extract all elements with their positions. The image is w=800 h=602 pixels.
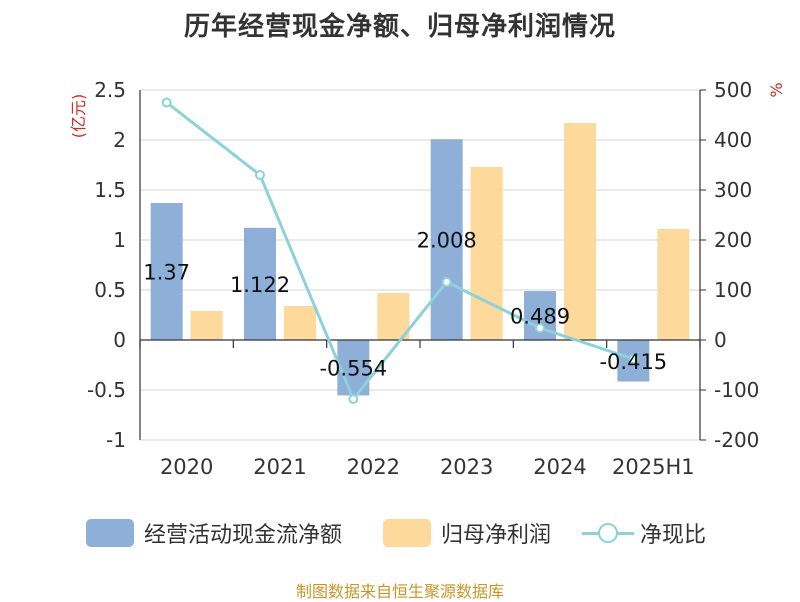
legend-label-ratio: 净现比 xyxy=(640,523,707,548)
data-label-cash-flow: 0.489 xyxy=(510,305,570,329)
x-tick-label: 2023 xyxy=(440,455,493,479)
left-tick-label: 1 xyxy=(113,228,126,252)
legend-swatch-ratio xyxy=(582,519,634,547)
source-note: 制图数据来自恒生聚源数据库 xyxy=(295,582,504,601)
x-tick-label: 2025H1 xyxy=(612,455,695,479)
right-tick-label: 300 xyxy=(714,178,752,202)
right-tick-label: -200 xyxy=(714,428,759,452)
right-axis-unit: % xyxy=(767,82,786,97)
left-tick-label: 2 xyxy=(113,128,126,152)
ratio-point xyxy=(441,277,452,287)
legend: 经营活动现金流净额 归母净利润 净现比 xyxy=(0,517,800,553)
bar-net-profit xyxy=(470,167,503,340)
right-tick-label: -100 xyxy=(714,378,759,402)
ratio-point xyxy=(535,323,545,333)
right-tick-label: 100 xyxy=(714,278,752,302)
bars xyxy=(150,123,690,396)
axes: -1 -0.5 0 0.5 1 1.5 2 2.5 -200 -100 0 100 200 300 400 5… xyxy=(69,78,786,479)
x-tick-label: 2020 xyxy=(160,455,213,479)
legend-item-ratio[interactable]: 净现比 xyxy=(582,517,706,549)
legend-label-cash-flow: 经营活动现金流净额 xyxy=(144,523,343,548)
data-label-cash-flow: 2.008 xyxy=(417,229,477,253)
bar-cash-flow xyxy=(244,227,276,340)
bar-cash-flow xyxy=(150,203,183,340)
right-tick-label: 0 xyxy=(714,328,727,352)
bar-net-profit xyxy=(190,311,223,340)
bar-cash-flow xyxy=(430,139,463,340)
left-axis-unit: (亿元) xyxy=(69,94,88,139)
left-tick-label: -1 xyxy=(106,428,126,452)
data-label-cash-flow: 1.37 xyxy=(143,261,190,285)
x-tick-label: 2021 xyxy=(253,455,306,479)
legend-swatch-net-profit xyxy=(383,519,431,547)
data-label-cash-flow: -0.554 xyxy=(319,357,387,381)
left-tick-label: 0.5 xyxy=(94,278,126,302)
bar-net-profit xyxy=(564,123,596,340)
bar-net-profit xyxy=(377,293,410,340)
left-tick-label: -0.5 xyxy=(87,378,126,402)
x-tick-label: 2022 xyxy=(347,455,400,479)
legend-item-cash-flow[interactable]: 经营活动现金流净额 xyxy=(86,517,342,549)
left-tick-label: 2.5 xyxy=(94,78,126,102)
legend-label-net-profit: 归母净利润 xyxy=(441,523,552,548)
legend-item-net-profit[interactable]: 归母净利润 xyxy=(383,517,551,549)
data-labels: 1.37 1.122 -0.554 2.008 0.489 -0.415 xyxy=(143,229,667,381)
left-tick-label: 1.5 xyxy=(94,178,126,202)
left-tick-label: 0 xyxy=(113,328,126,352)
ratio-point xyxy=(161,97,172,108)
data-label-cash-flow: -0.415 xyxy=(599,350,667,374)
ratio-point xyxy=(628,354,639,364)
grid-lines xyxy=(140,89,700,441)
x-tick-label: 2024 xyxy=(533,455,586,479)
ratio-point xyxy=(255,170,265,180)
right-tick-label: 400 xyxy=(714,128,752,152)
right-tick-label: 200 xyxy=(714,228,752,252)
bar-net-profit xyxy=(284,306,316,340)
chart-title: 历年经营现金净额、归母净利润情况 xyxy=(183,12,616,42)
ratio-polyline xyxy=(165,101,634,402)
legend-swatch-cash-flow xyxy=(86,519,134,547)
ratio-point xyxy=(348,394,359,404)
bar-net-profit xyxy=(657,229,690,340)
right-tick-label: 500 xyxy=(714,78,752,102)
ratio-line xyxy=(161,97,639,404)
data-label-cash-flow: 1.122 xyxy=(230,273,290,297)
